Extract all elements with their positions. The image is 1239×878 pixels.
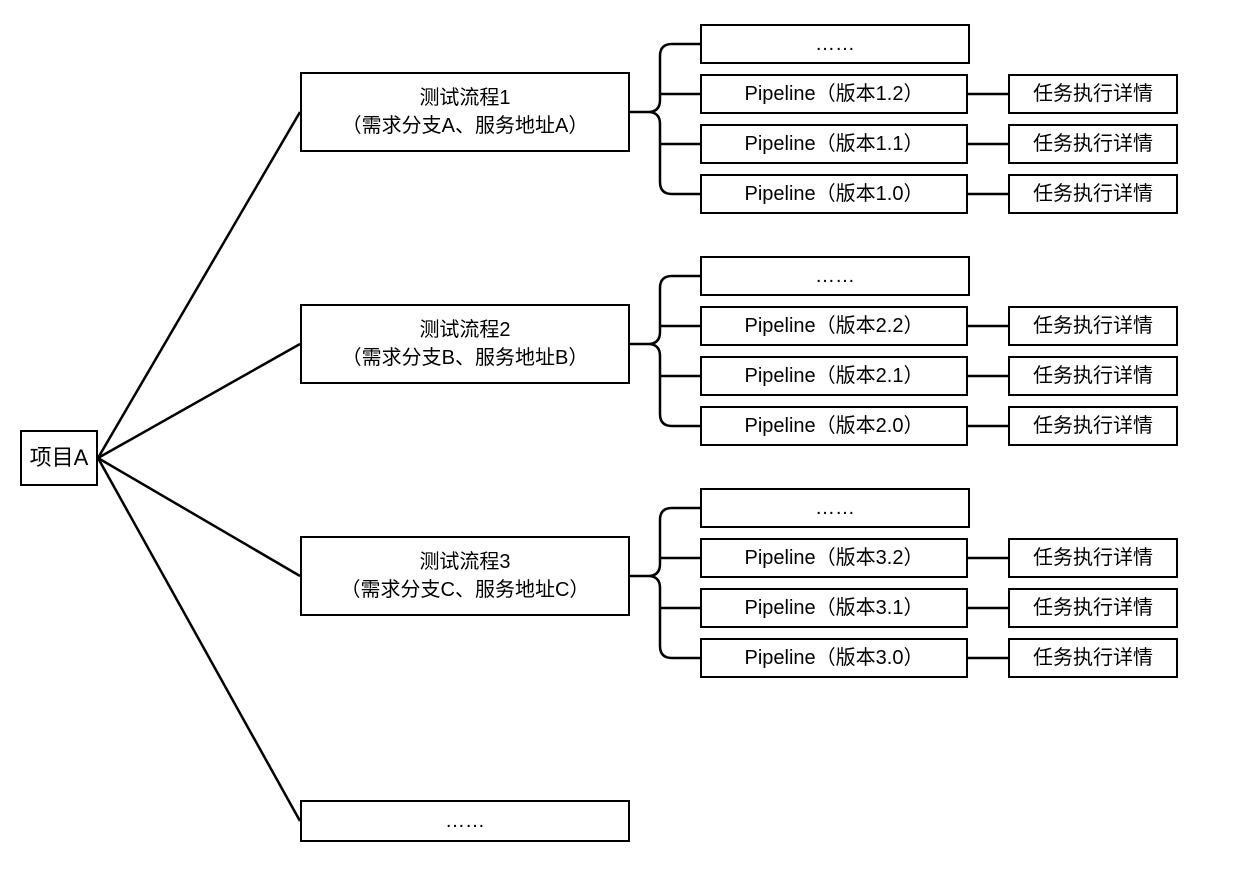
pipeline-label: Pipeline（版本2.0） <box>745 412 924 440</box>
detail-label: 任务执行详情 <box>1033 312 1153 340</box>
flow-subtitle: （需求分支C、服务地址C） <box>341 576 590 604</box>
pipeline-node: Pipeline（版本3.0） <box>700 638 968 678</box>
pipeline-label: Pipeline（版本3.1） <box>745 594 924 622</box>
flow-node-1: 测试流程1 （需求分支A、服务地址A） <box>300 72 630 152</box>
pipeline-node: Pipeline（版本2.1） <box>700 356 968 396</box>
detail-node: 任务执行详情 <box>1008 74 1178 114</box>
pipeline-label: Pipeline（版本1.0） <box>745 180 924 208</box>
pipeline-label: Pipeline（版本1.2） <box>745 80 924 108</box>
pipeline-ellipsis-1: …… <box>700 24 970 64</box>
pipeline-node: Pipeline（版本2.0） <box>700 406 968 446</box>
root-label: 项目A <box>30 443 89 474</box>
detail-label: 任务执行详情 <box>1033 412 1153 440</box>
detail-node: 任务执行详情 <box>1008 356 1178 396</box>
pipeline-label: Pipeline（版本3.0） <box>745 644 924 672</box>
detail-node: 任务执行详情 <box>1008 306 1178 346</box>
flow-title: 测试流程3 <box>419 548 510 576</box>
pipeline-label: Pipeline（版本2.2） <box>745 312 924 340</box>
ellipsis-label: …… <box>815 494 855 522</box>
detail-label: 任务执行详情 <box>1033 594 1153 622</box>
detail-node: 任务执行详情 <box>1008 406 1178 446</box>
ellipsis-label: …… <box>815 262 855 290</box>
flow-node-3: 测试流程3 （需求分支C、服务地址C） <box>300 536 630 616</box>
flow-subtitle: （需求分支A、服务地址A） <box>342 112 589 140</box>
pipeline-node: Pipeline（版本1.2） <box>700 74 968 114</box>
flow-subtitle: （需求分支B、服务地址B） <box>342 344 589 372</box>
detail-node: 任务执行详情 <box>1008 538 1178 578</box>
ellipsis-label: …… <box>445 807 485 835</box>
flow-node-2: 测试流程2 （需求分支B、服务地址B） <box>300 304 630 384</box>
pipeline-ellipsis-2: …… <box>700 256 970 296</box>
root-node: 项目A <box>20 430 98 486</box>
detail-node: 任务执行详情 <box>1008 124 1178 164</box>
detail-node: 任务执行详情 <box>1008 174 1178 214</box>
pipeline-label: Pipeline（版本1.1） <box>745 130 924 158</box>
pipeline-node: Pipeline（版本1.0） <box>700 174 968 214</box>
detail-label: 任务执行详情 <box>1033 130 1153 158</box>
pipeline-ellipsis-3: …… <box>700 488 970 528</box>
pipeline-node: Pipeline（版本3.2） <box>700 538 968 578</box>
detail-label: 任务执行详情 <box>1033 544 1153 572</box>
detail-label: 任务执行详情 <box>1033 644 1153 672</box>
flow-ellipsis: …… <box>300 800 630 842</box>
flow-title: 测试流程2 <box>419 316 510 344</box>
detail-label: 任务执行详情 <box>1033 362 1153 390</box>
detail-node: 任务执行详情 <box>1008 638 1178 678</box>
detail-label: 任务执行详情 <box>1033 80 1153 108</box>
pipeline-label: Pipeline（版本2.1） <box>745 362 924 390</box>
flow-title: 测试流程1 <box>419 84 510 112</box>
pipeline-node: Pipeline（版本2.2） <box>700 306 968 346</box>
ellipsis-label: …… <box>815 30 855 58</box>
pipeline-node: Pipeline（版本1.1） <box>700 124 968 164</box>
detail-label: 任务执行详情 <box>1033 180 1153 208</box>
pipeline-node: Pipeline（版本3.1） <box>700 588 968 628</box>
pipeline-label: Pipeline（版本3.2） <box>745 544 924 572</box>
detail-node: 任务执行详情 <box>1008 588 1178 628</box>
